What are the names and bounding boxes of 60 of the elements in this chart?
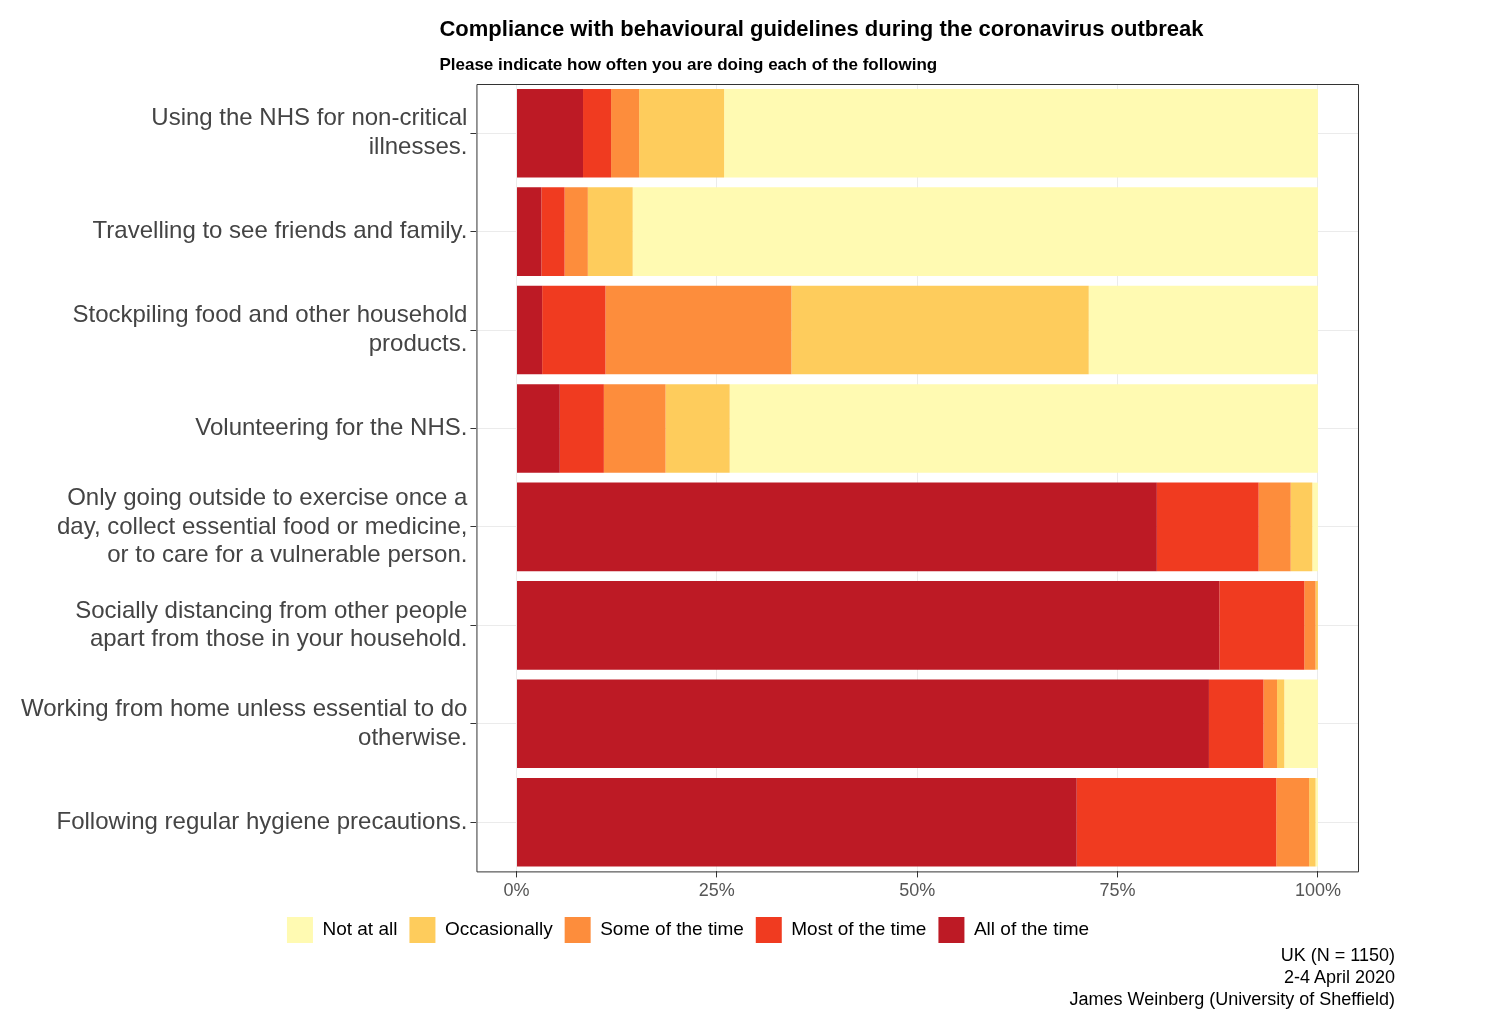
bar <box>1309 777 1316 867</box>
bar <box>1076 777 1277 867</box>
bar <box>517 384 560 473</box>
legend-label: All of the time <box>973 918 1090 940</box>
x-tick-label: 25% <box>698 880 735 901</box>
legend-label: Most of the time <box>791 918 927 940</box>
bar <box>632 187 1318 276</box>
bar <box>517 482 1157 572</box>
bar <box>1258 482 1291 572</box>
bar <box>791 285 1089 375</box>
bar <box>542 285 606 375</box>
legend-label: Occasionally <box>444 918 554 940</box>
x-tick-label: 50% <box>899 880 936 901</box>
bar <box>1290 482 1313 572</box>
bar <box>517 581 1220 670</box>
bar <box>517 777 1077 867</box>
bar <box>1263 679 1278 769</box>
bar <box>559 384 604 473</box>
bar <box>1277 679 1285 769</box>
bar <box>517 88 584 178</box>
y-tick-label: Volunteering for the NHS. <box>195 413 468 441</box>
x-tick-label: 100% <box>1294 880 1341 901</box>
bar <box>665 384 730 473</box>
legend-label: Some of the time <box>600 918 744 940</box>
y-tick-label: Only going outside to exercise once a day, collect essential food or medicine, or to care for a vulnerable person. <box>57 482 469 568</box>
bar <box>1219 581 1305 670</box>
bar <box>517 285 543 375</box>
chart-subtitle: Please indicate how often you are doing each of the following <box>439 55 938 74</box>
bar <box>1156 482 1259 572</box>
y-tick-label: Working from home unless essential to do otherwise. <box>21 693 468 750</box>
y-tick-label: Socially distancing from other people apart from those in your household. <box>75 595 468 652</box>
bar <box>564 187 588 276</box>
text: James Weinberg (University of Sheffield) <box>1069 989 1395 1009</box>
y-tick-label: Using the NHS for non-critical illnesses. <box>151 103 468 160</box>
bar <box>1088 285 1318 375</box>
bar <box>639 88 725 178</box>
bar <box>517 679 1209 769</box>
bar <box>729 384 1318 473</box>
y-tick-label: Travelling to see friends and family. <box>92 216 468 244</box>
bar <box>611 88 640 178</box>
text: 2-4 April 2020 <box>1283 967 1395 987</box>
x-tick-label: 75% <box>1099 880 1136 901</box>
y-tick-label: Following regular hygiene precautions. <box>56 806 468 834</box>
legend-label: Not at all <box>322 918 398 940</box>
x-tick-label: 0% <box>503 880 530 901</box>
bar <box>583 88 612 178</box>
bar <box>1284 679 1318 769</box>
bar <box>1208 679 1264 769</box>
text: UK (N = 1150) <box>1280 945 1395 965</box>
bar <box>1304 581 1316 670</box>
bar <box>517 187 542 276</box>
bar <box>587 187 633 276</box>
bar <box>603 384 666 473</box>
bar <box>605 285 792 375</box>
chart-title: Compliance with behavioural guidelines during the coronavirus outbreak <box>439 16 1205 41</box>
bar <box>724 88 1318 178</box>
y-tick-label: Stockpiling food and other household products. <box>72 300 468 357</box>
bar <box>1312 482 1318 572</box>
bar <box>541 187 565 276</box>
bar <box>1276 777 1310 867</box>
